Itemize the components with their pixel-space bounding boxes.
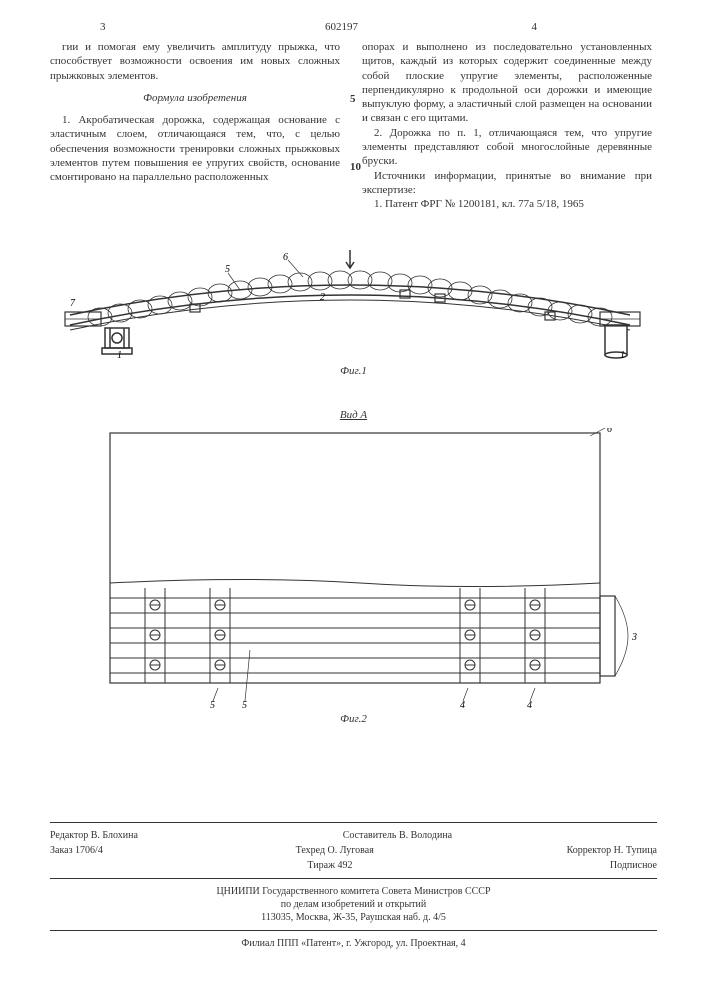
page-number-left: 3 — [100, 20, 106, 34]
source-1: 1. Патент ФРГ № 1200181, кл. 77а 5/18, 1… — [362, 197, 652, 211]
sources-header: Источники информации, принятые во вниман… — [362, 169, 652, 198]
fig2-label-6: 6 — [607, 428, 612, 435]
right-column: опорах и выполнено из последовательно ус… — [362, 40, 652, 212]
order-number: Заказ 1706/4 — [50, 844, 103, 857]
fig1-label-1: 1 — [117, 350, 122, 360]
fig1-label-2: 2 — [320, 292, 325, 303]
figure-2: 6 3 5 5 4 4 — [50, 428, 650, 708]
compiler: Составитель В. Володина — [343, 829, 452, 842]
tirazh: Тираж 492 — [307, 859, 352, 872]
fig1-label-5: 5 — [225, 264, 230, 275]
fig1-label-6: 6 — [283, 252, 288, 263]
fig1-label-7: 7 — [70, 298, 76, 309]
claim-1-cont: опорах и выполнено из последовательно ус… — [362, 40, 652, 126]
fig2-caption: Фиг.2 — [50, 712, 657, 726]
figure-1: 1 1 2 5 6 7 — [50, 250, 650, 360]
fig2-label-3: 3 — [631, 632, 637, 643]
patent-number: 602197 — [325, 20, 358, 34]
filial: Филиал ППП «Патент», г. Ужгород, ул. Про… — [50, 937, 657, 950]
view-a-label: Вид А — [50, 408, 657, 422]
techred: Техред О. Луговая — [296, 844, 374, 857]
address: 113035, Москва, Ж-35, Раушская наб. д. 4… — [50, 911, 657, 924]
para-continuation: гии и помогая ему увеличить амплитуду пр… — [50, 40, 340, 83]
line-number-5: 5 — [350, 92, 356, 106]
fig1-caption: Фиг.1 — [50, 364, 657, 378]
fig2-label-5: 5 — [210, 700, 215, 708]
podpisnoe: Подписное — [610, 859, 657, 872]
line-number-10: 10 — [350, 160, 361, 174]
corrector: Корректор Н. Тупица — [567, 844, 657, 857]
org-line-2: по делам изобретений и открытий — [50, 898, 657, 911]
fig2-label-4b: 4 — [527, 700, 532, 708]
page-number-right: 4 — [532, 20, 538, 34]
footer: Редактор В. Блохина Составитель В. Волод… — [50, 816, 657, 950]
editor: Редактор В. Блохина — [50, 829, 138, 842]
left-column: гии и помогая ему увеличить амплитуду пр… — [50, 40, 340, 185]
fig2-label-5b: 5 — [242, 700, 247, 708]
formula-header: Формула изобретения — [50, 91, 340, 105]
fig1-label-1b: 1 — [620, 350, 625, 360]
claim-1: 1. Акробатическая дорожка, содержащая ос… — [50, 113, 340, 184]
figures-block: 1 1 2 5 6 7 Фиг.1 Вид А — [50, 250, 657, 726]
claim-2: 2. Дорожка по п. 1, отличающаяся тем, чт… — [362, 126, 652, 169]
fig2-label-4: 4 — [460, 700, 465, 708]
org-line-1: ЦНИИПИ Государственного комитета Совета … — [50, 885, 657, 898]
